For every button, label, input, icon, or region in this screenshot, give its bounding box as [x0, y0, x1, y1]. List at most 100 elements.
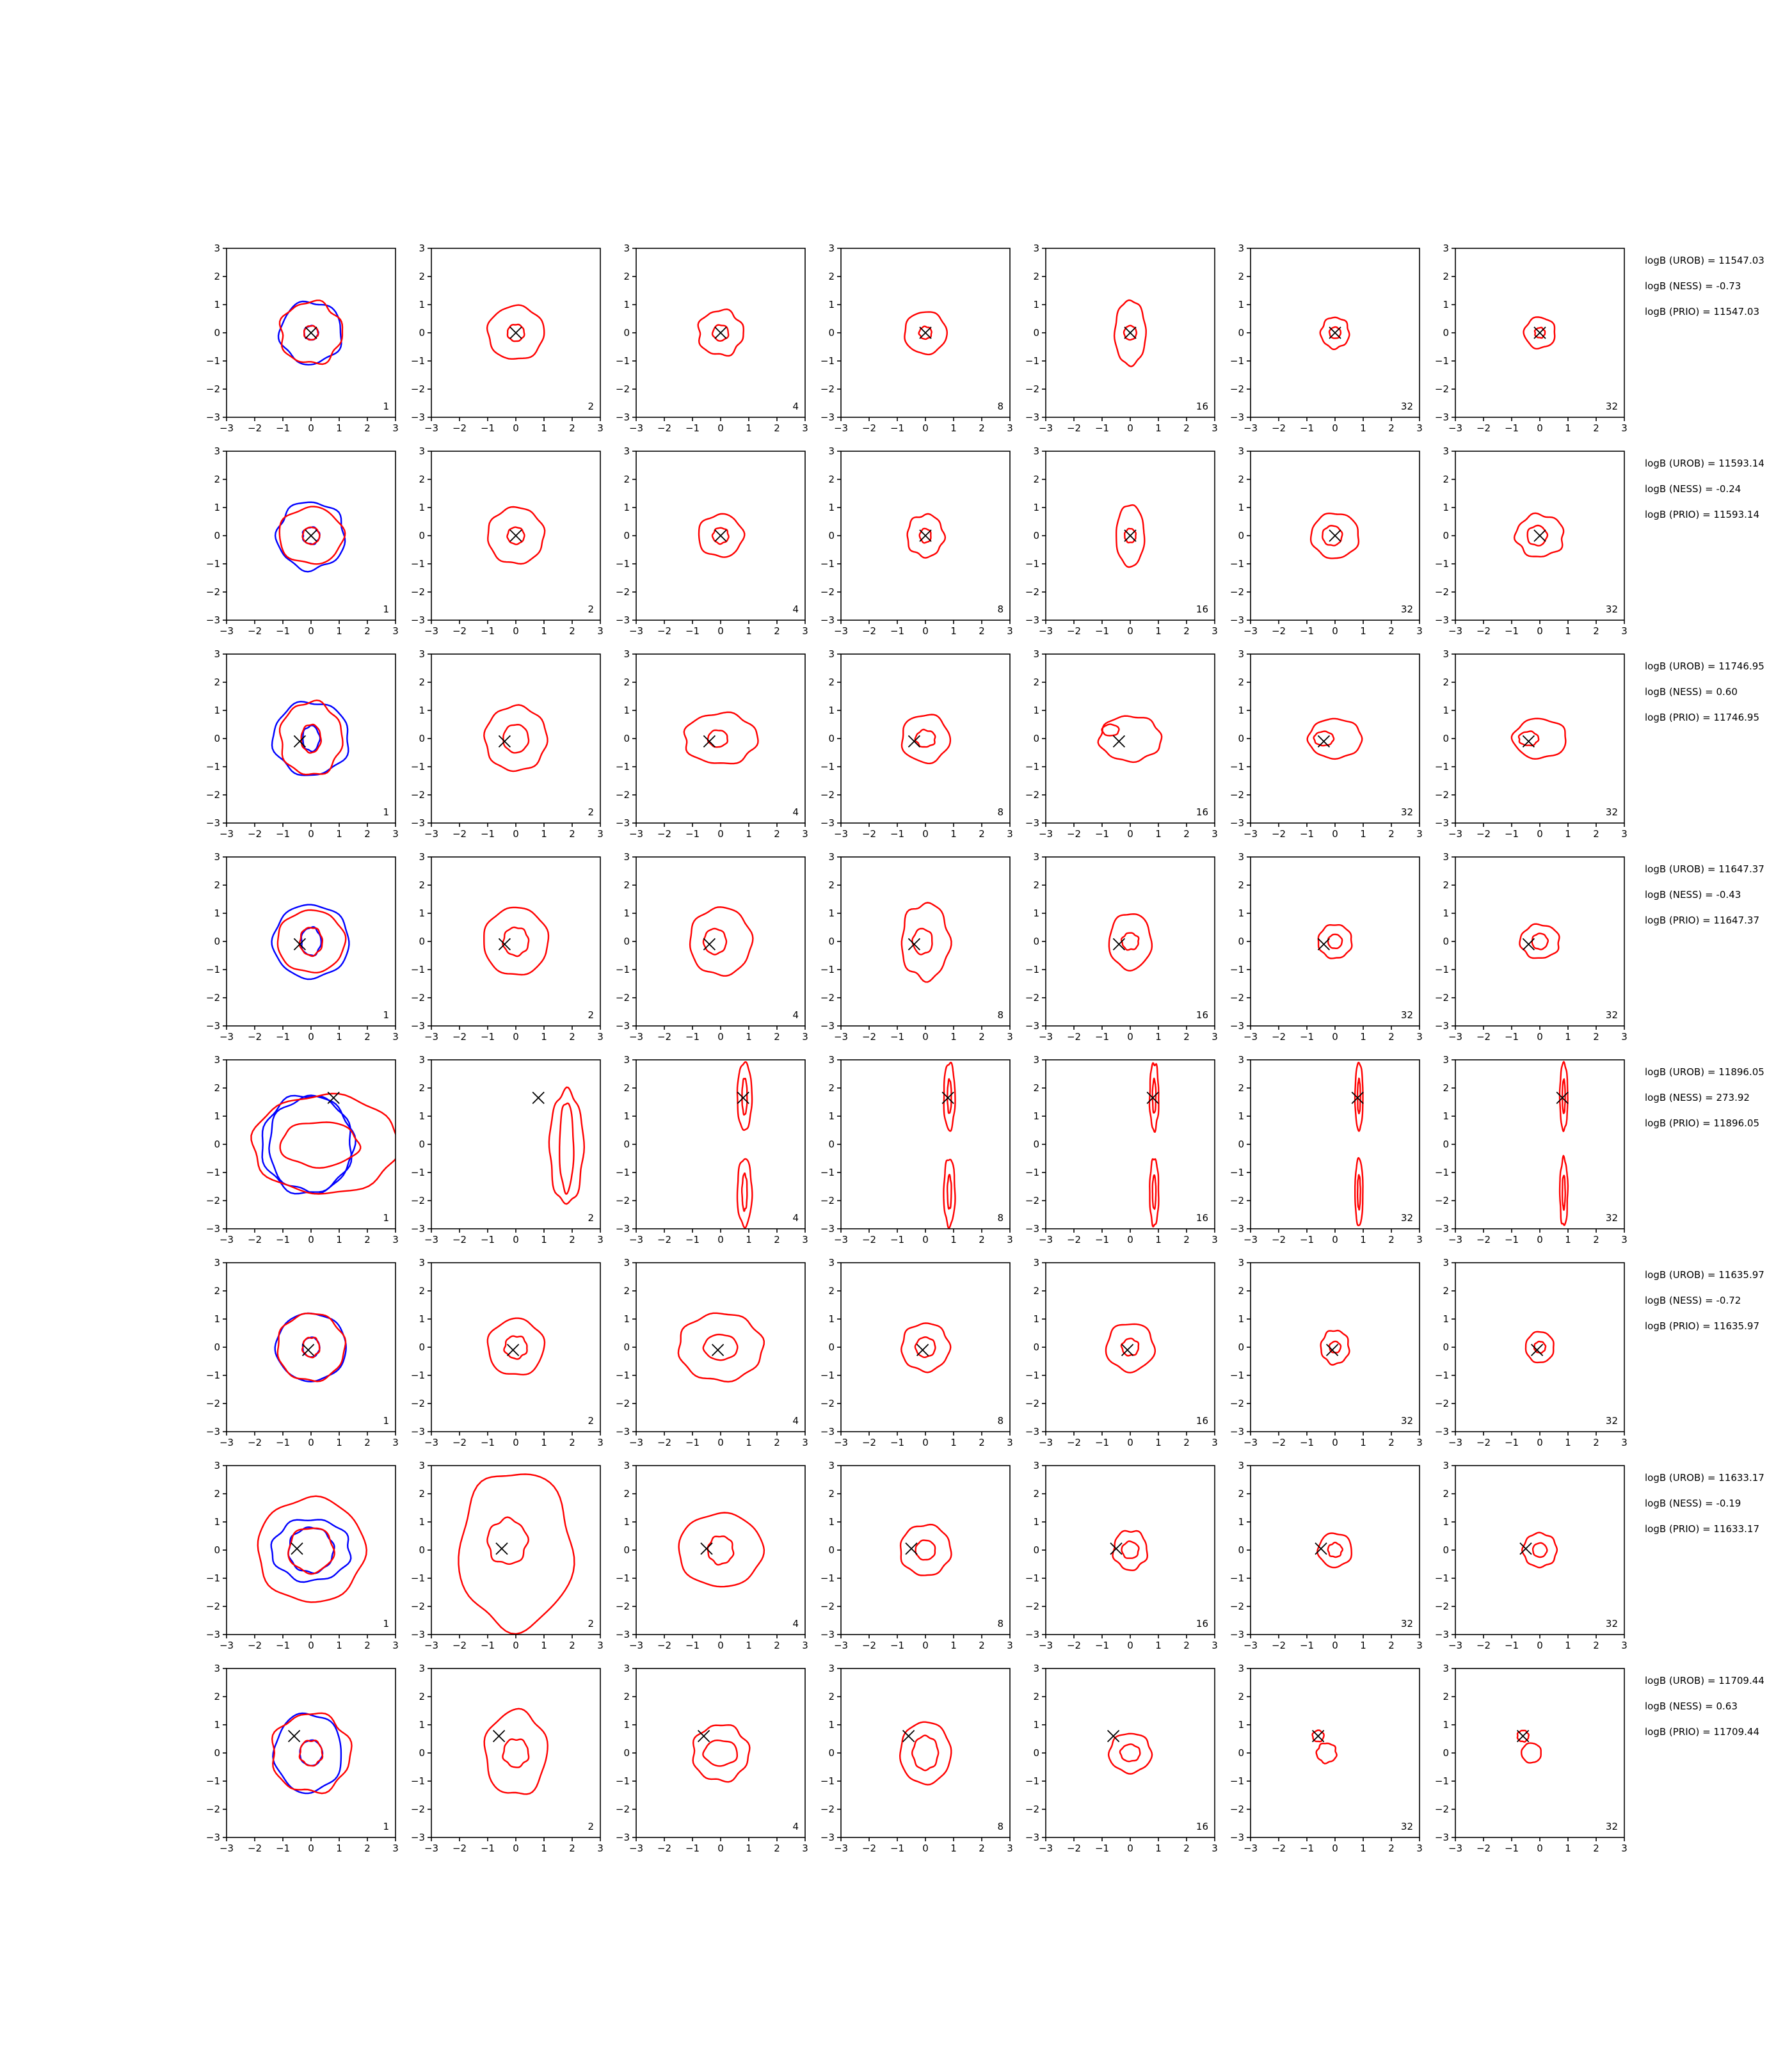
estimate-contour: [1113, 299, 1147, 367]
estimate-contour: [1101, 723, 1120, 737]
estimate-contour: [1148, 1062, 1160, 1133]
y-tick-label: 1: [214, 705, 220, 716]
y-tick-label: −2: [1435, 586, 1449, 598]
x-tick-label: 1: [1565, 828, 1571, 840]
x-tick-label: −3: [834, 422, 848, 434]
panel-annotation: 4: [792, 1212, 799, 1224]
x-tick-label: −1: [276, 422, 290, 434]
y-tick-label: −3: [411, 1629, 425, 1640]
estimate-contour: [300, 723, 323, 754]
y-tick-label: −3: [1230, 1629, 1244, 1640]
y-tick-label: 2: [1238, 879, 1244, 891]
contour-group: [677, 1312, 765, 1383]
x-tick-label: −1: [685, 1234, 700, 1245]
y-tick-label: 2: [1238, 271, 1244, 282]
y-tick-label: 1: [214, 1516, 220, 1528]
estimate-contour: [900, 1322, 952, 1373]
x-tick-label: 3: [1416, 1843, 1423, 1854]
y-tick-label: −3: [1025, 1223, 1039, 1235]
y-tick-label: 0: [828, 1747, 835, 1759]
y-tick-label: 3: [214, 243, 220, 254]
x-tick-label: 2: [569, 1234, 575, 1245]
y-tick-label: 0: [1443, 1747, 1449, 1759]
y-tick-label: 3: [214, 445, 220, 457]
contour-group: [1351, 1061, 1364, 1227]
y-tick-label: 0: [419, 327, 425, 339]
y-tick-label: −3: [616, 614, 630, 626]
x-tick-label: −3: [1244, 1031, 1258, 1043]
y-tick-label: −1: [411, 355, 425, 367]
x-tick-label: −2: [862, 1031, 876, 1043]
contour-group: [1309, 512, 1360, 559]
x-tick-label: −2: [1067, 1843, 1081, 1854]
x-tick-label: 0: [308, 1031, 314, 1043]
y-tick-label: 0: [623, 327, 630, 339]
y-tick-label: −1: [1025, 355, 1039, 367]
x-tick-label: 0: [308, 625, 314, 637]
x-tick-label: 3: [1212, 1031, 1218, 1043]
y-tick-label: 1: [1238, 908, 1244, 919]
y-tick-label: 2: [1033, 676, 1039, 688]
x-tick-label: 3: [1621, 422, 1628, 434]
estimate-contour: [502, 1738, 530, 1768]
estimate-contour: [486, 1317, 546, 1376]
logb-label: logB (PRIO) = 11635.97: [1645, 1320, 1759, 1332]
axes-frame: [1045, 1465, 1215, 1635]
x-tick-label: −1: [890, 1437, 904, 1448]
x-tick-label: 1: [950, 422, 957, 434]
panel-annotation: 1: [383, 604, 389, 615]
x-tick-label: −3: [220, 422, 234, 434]
x-tick-label: −2: [862, 828, 876, 840]
panel-annotation: 32: [1401, 401, 1413, 412]
y-tick-label: 1: [419, 908, 425, 919]
panel-annotation: 2: [588, 1212, 594, 1224]
logb-label: logB (NESS) = -0.24: [1645, 483, 1741, 495]
x-tick-label: 3: [1212, 625, 1218, 637]
x-tick-label: 2: [1183, 1031, 1190, 1043]
x-tick-label: −3: [424, 1234, 438, 1245]
truth-marker: [1530, 1343, 1544, 1357]
y-tick-label: −3: [820, 614, 835, 626]
truth-marker: [1121, 1343, 1134, 1357]
panel-annotation: 16: [1196, 401, 1208, 412]
y-tick-label: 0: [419, 1139, 425, 1150]
y-tick-label: 2: [1443, 474, 1449, 485]
panel-annotation: 8: [997, 1009, 1004, 1021]
y-tick-label: −2: [206, 1601, 220, 1612]
y-tick-label: 1: [623, 1110, 630, 1122]
x-tick-label: 1: [1155, 625, 1162, 637]
x-tick-label: 3: [1212, 1843, 1218, 1854]
truth-marker: [703, 938, 716, 951]
x-tick-label: −3: [629, 1234, 643, 1245]
y-tick-label: 3: [1033, 851, 1039, 863]
contour-group: [483, 704, 548, 772]
y-tick-label: −1: [206, 1572, 220, 1584]
x-tick-label: 3: [1007, 1640, 1013, 1651]
x-tick-label: 1: [1360, 422, 1366, 434]
x-tick-label: −2: [1067, 1640, 1081, 1651]
contour-group: [271, 1712, 353, 1795]
x-tick-label: −3: [629, 422, 643, 434]
x-tick-label: −3: [1448, 625, 1462, 637]
truth-marker: [714, 326, 727, 339]
estimate-contour: [697, 308, 744, 357]
x-tick-label: 3: [1416, 1234, 1423, 1245]
y-tick-label: −3: [820, 1426, 835, 1437]
y-tick-label: −3: [206, 614, 220, 626]
y-tick-label: −3: [1230, 817, 1244, 829]
estimate-contour: [900, 902, 952, 983]
panel-annotation: 16: [1196, 1009, 1208, 1021]
estimate-contour: [683, 711, 759, 765]
y-tick-label: 1: [623, 908, 630, 919]
x-tick-label: −2: [657, 828, 671, 840]
x-tick-label: −3: [1244, 1234, 1258, 1245]
y-tick-label: −2: [1230, 383, 1244, 395]
y-tick-label: 3: [623, 243, 630, 254]
estimate-contour: [506, 526, 525, 545]
row-1: −3−3−2−2−1−1001122331−3−3−2−2−1−10011223…: [206, 243, 1764, 434]
